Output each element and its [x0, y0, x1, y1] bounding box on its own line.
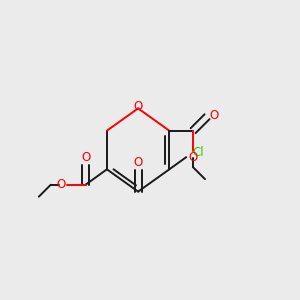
Text: O: O	[134, 156, 143, 169]
Text: O: O	[56, 178, 66, 191]
Text: O: O	[188, 151, 198, 164]
Text: O: O	[209, 109, 218, 122]
Text: O: O	[81, 151, 90, 164]
Text: O: O	[134, 100, 143, 113]
Text: Cl: Cl	[192, 146, 204, 159]
